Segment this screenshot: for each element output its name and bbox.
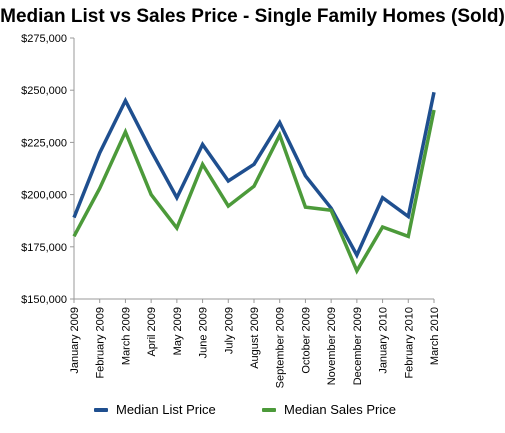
legend-swatch-sales-price xyxy=(262,407,276,412)
x-tick-label: April 2009 xyxy=(146,307,158,357)
x-tick-label: February 2010 xyxy=(403,307,415,379)
x-tick-label: January 2009 xyxy=(69,307,81,374)
x-tick-label: September 2009 xyxy=(275,307,287,388)
x-tick-label: February 2009 xyxy=(95,307,107,379)
series-lines xyxy=(72,91,436,275)
x-axis-ticks: January 2009 February 2009 March 2009 April… xyxy=(69,299,441,388)
x-tick-label: August 2009 xyxy=(249,307,261,369)
legend: Median List Price Median Sales Price xyxy=(0,402,505,422)
chart-title: Median List vs Sales Price - Single Fami… xyxy=(0,6,505,27)
y-tick-label: $250,000 xyxy=(21,85,67,97)
x-tick-label: March 2009 xyxy=(120,307,132,365)
y-tick-label: $200,000 xyxy=(21,190,67,202)
y-tick-label: $175,000 xyxy=(21,242,67,254)
legend-swatch-list-price xyxy=(94,407,108,412)
x-tick-label: May 2009 xyxy=(172,307,184,355)
y-axis-ticks: $150,000 $175,000 $200,000 $225,000 $250,000… xyxy=(21,33,74,306)
series-line-median-sales-price xyxy=(72,109,436,275)
x-tick-label: March 2010 xyxy=(429,307,441,365)
y-tick-label: $150,000 xyxy=(21,294,67,306)
x-tick-label: July 2009 xyxy=(223,307,235,354)
x-tick-label: November 2009 xyxy=(326,307,338,385)
legend-item-sales-price: Median Sales Price xyxy=(262,402,396,417)
x-tick-label: December 2009 xyxy=(352,307,364,385)
axes xyxy=(73,38,434,300)
legend-label-sales-price: Median Sales Price xyxy=(284,402,396,417)
y-tick-label: $275,000 xyxy=(21,33,67,45)
y-tick-label: $225,000 xyxy=(21,137,67,149)
legend-item-list-price: Median List Price xyxy=(94,402,216,417)
series-line-median-list-price xyxy=(72,91,436,260)
x-tick-label: October 2009 xyxy=(300,307,312,374)
x-tick-label: June 2009 xyxy=(198,307,210,358)
legend-label-list-price: Median List Price xyxy=(116,402,216,417)
x-tick-label: January 2010 xyxy=(378,307,390,374)
